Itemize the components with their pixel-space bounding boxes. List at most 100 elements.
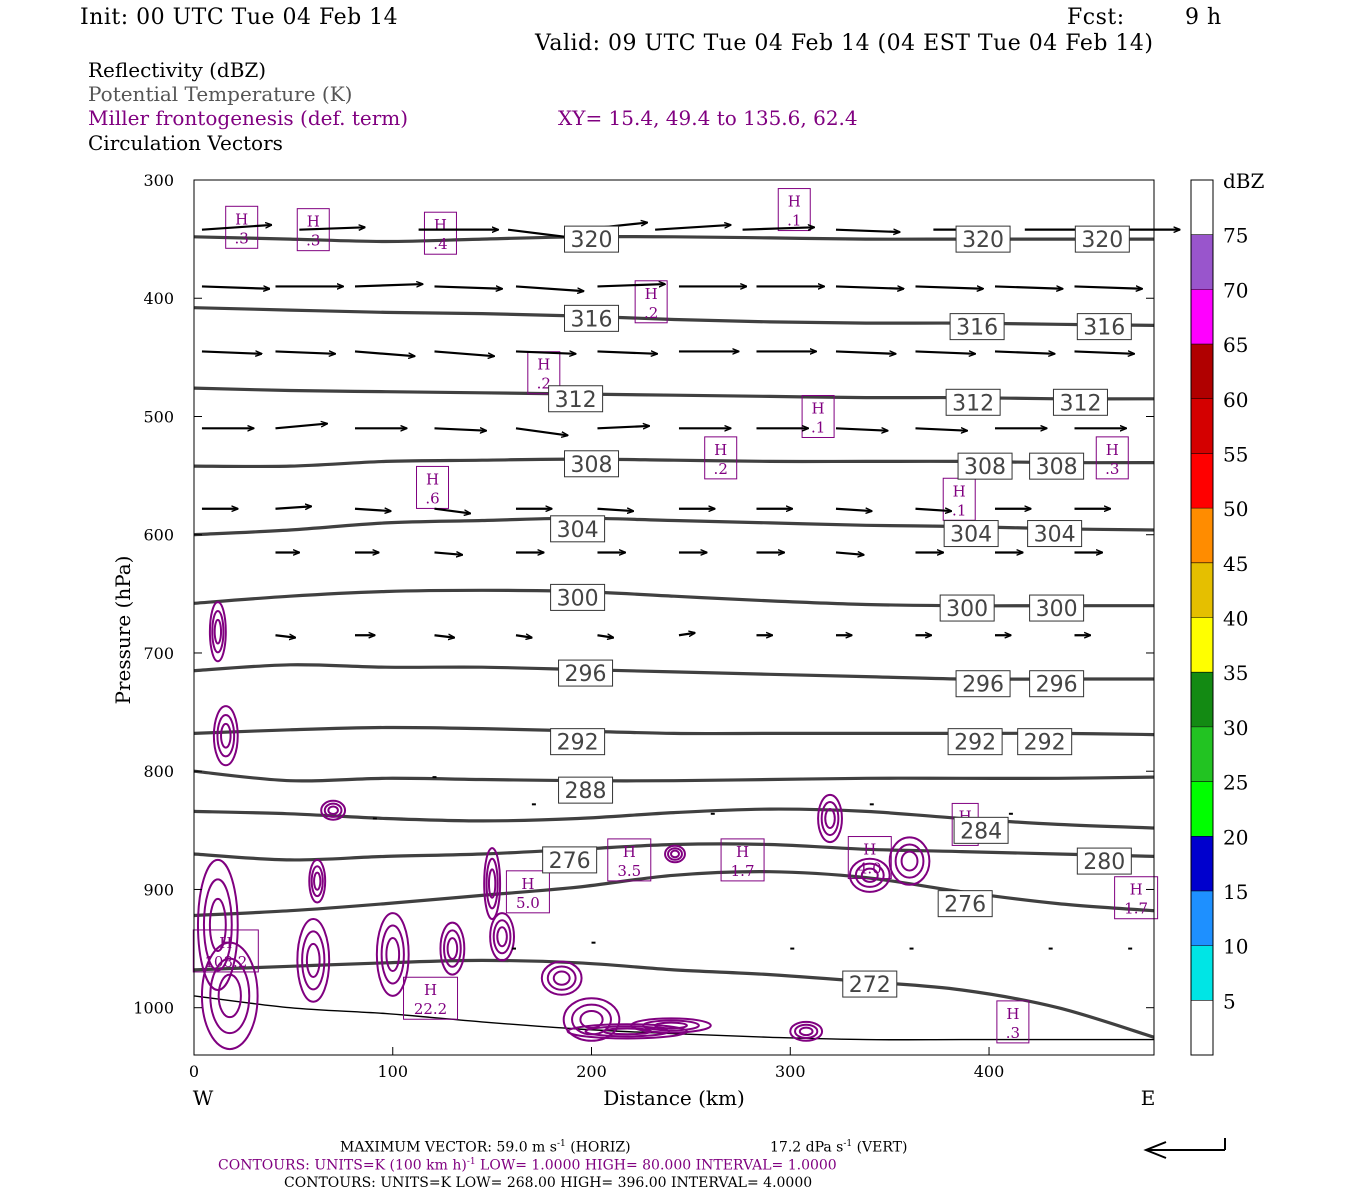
theta-label: 300: [1029, 594, 1085, 622]
colorbar-label: 30: [1223, 716, 1248, 740]
colorbar-segment: [1191, 344, 1213, 399]
colorbar-label: 5: [1223, 989, 1236, 1013]
theta-label-text: 304: [1034, 523, 1076, 548]
maximum-box: [634, 280, 668, 324]
colorbar-segment: [1191, 453, 1213, 509]
circulation-vector: [915, 286, 983, 288]
circulation-vector: [275, 351, 335, 353]
maximum-value: .3: [306, 232, 320, 250]
theta-label-text: 292: [954, 731, 996, 756]
colorbar-label: 40: [1223, 607, 1248, 631]
legend-theta: Potential Temperature (K): [88, 82, 353, 106]
colorbar-segment: [1191, 890, 1213, 946]
circulation-vector: [434, 507, 470, 514]
circulation-vector: [515, 427, 568, 435]
frontogenesis-maximum: H.6: [416, 465, 450, 509]
theta-label-text: 292: [557, 731, 599, 756]
x-tick-label: 400: [974, 1062, 1005, 1081]
maximum-value: .4: [433, 235, 447, 253]
frontogenesis-contour: [817, 793, 843, 844]
theta-label: 304: [550, 515, 606, 543]
colorbar-label: 35: [1223, 661, 1248, 685]
colorbar-label: 10: [1223, 935, 1248, 959]
frontogenesis-contour: [860, 867, 879, 883]
theta-label-text: 292: [1024, 731, 1066, 756]
circulation-vector: [515, 635, 532, 637]
init-time: Init: 00 UTC Tue 04 Feb 14: [80, 5, 399, 30]
legend-vectors: Circulation Vectors: [88, 131, 283, 155]
forecast-label: Fcst:: [1067, 5, 1125, 30]
circulation-vector: [201, 286, 270, 288]
theta-label: 320: [564, 225, 620, 253]
colorbar-segment: [1191, 562, 1213, 618]
theta-line-272: [193, 958, 1155, 1039]
frontogenesis-contour: [789, 1020, 824, 1042]
frontogenesis-contour: [220, 722, 232, 749]
frontogenesis-contour: [848, 857, 891, 893]
frontogenesis-maximum: H1.7: [720, 838, 765, 882]
frontogenesis-contour: [854, 862, 885, 888]
theta-label-box: [1027, 520, 1083, 548]
maximum-value: 1.7: [731, 862, 755, 880]
maximum-label: H: [1006, 1005, 1019, 1023]
reference-vector-icon: [1143, 1138, 1226, 1159]
theta-label-box: [1029, 670, 1085, 698]
maximum-value: 22.2: [414, 1000, 447, 1018]
theta-label-box: [548, 385, 604, 413]
theta-label-box: [949, 313, 1005, 341]
maximum-label: H: [812, 399, 825, 417]
maximum-value: 4.0: [858, 860, 882, 878]
legend-frontogenesis: Miller frontogenesis (def. term): [88, 106, 409, 130]
circulation-vector: [742, 227, 815, 229]
theta-label-text: 316: [571, 307, 613, 332]
theta-label: 320: [1074, 225, 1130, 253]
frontogenesis-contour: [540, 960, 583, 996]
y-axis-label: Pressure (hPa): [111, 556, 135, 705]
circulation-vector: [835, 230, 900, 232]
theta-label-text: 308: [964, 455, 1006, 480]
theta-label: 300: [939, 594, 995, 622]
theta-label-box: [558, 776, 614, 804]
frontogenesis-contour: [308, 858, 327, 904]
theta-label-text: 304: [950, 523, 992, 548]
frontogenesis-contour: [642, 1019, 700, 1032]
theta-label-text: 288: [565, 779, 607, 804]
frontogenesis-contour: [485, 857, 499, 910]
maximum-label: H: [235, 210, 248, 228]
circulation-vector: [915, 351, 975, 353]
contours-frontogenesis: CONTOURS: UNITS=K (100 km h)-1 LOW= 1.00…: [218, 1157, 837, 1174]
maximum-value: 3.5: [617, 862, 641, 880]
theta-label-box: [957, 452, 1013, 480]
circulation-vector: [1074, 351, 1134, 353]
frontogenesis-contour: [313, 871, 322, 891]
theta-label: 284: [953, 816, 1009, 844]
theta-line-300: [193, 588, 1154, 608]
maximum-value: .1: [787, 212, 801, 230]
frontogenesis-maximum: H22.2: [403, 976, 459, 1020]
circulation-vector: [299, 227, 365, 229]
theta-label: 308: [1029, 452, 1085, 480]
theta-label-box: [1029, 594, 1085, 622]
frontogenesis-maximum: H3.5: [607, 838, 652, 882]
frontogenesis-contour: [212, 705, 239, 767]
maximum-label: H: [521, 875, 534, 893]
frontogenesis-contour: [824, 808, 836, 829]
maximum-value: .3: [235, 229, 249, 247]
maximum-value: .2: [714, 460, 728, 478]
frontogenesis-contour: [820, 800, 840, 837]
frontogenesis-contour: [446, 937, 459, 960]
maximum-label: H: [714, 441, 727, 459]
maximum-value: 108.2: [204, 953, 247, 971]
frontogenesis-contour: [552, 970, 571, 986]
theta-label-box: [558, 659, 614, 687]
theta-line-292: [193, 725, 1155, 737]
colorbar-segment: [1191, 289, 1213, 345]
maximum-box: [996, 1000, 1030, 1044]
maximum-label: H: [953, 482, 966, 500]
colorbar-segment: [1191, 945, 1213, 1001]
frontogenesis-contour: [208, 601, 227, 663]
colorbar-segment: [1191, 617, 1213, 673]
maximum-box: [416, 465, 450, 509]
frontogenesis-contour: [630, 1017, 712, 1034]
colorbar-label: 20: [1223, 825, 1248, 849]
